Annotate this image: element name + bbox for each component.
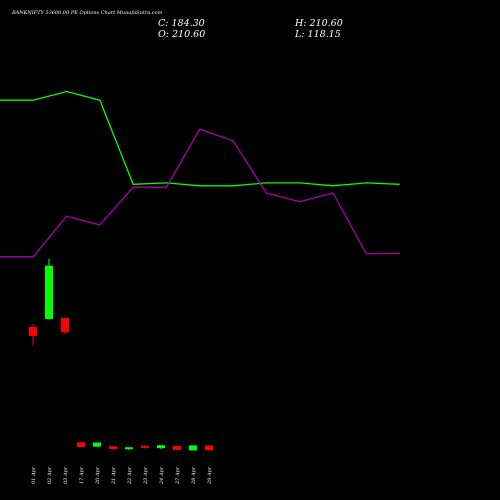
x-tick-label: 22 Apr bbox=[127, 466, 133, 485]
x-tick-label: 23 Apr bbox=[143, 466, 149, 485]
lower-candle-body bbox=[109, 446, 117, 449]
lower-candle-body bbox=[93, 442, 101, 447]
price-candle-body bbox=[29, 326, 37, 336]
high-label: H: 210.60 bbox=[295, 18, 343, 29]
lower-candle-body bbox=[189, 445, 197, 451]
x-tick-label: 28 Apr bbox=[191, 466, 197, 485]
lower-candle-body bbox=[205, 445, 213, 451]
x-tick-label: 20 Apr bbox=[95, 466, 101, 485]
x-tick-label: 21 Apr bbox=[111, 466, 117, 485]
x-tick-label: 01 Apr bbox=[31, 466, 37, 484]
x-tick-label: 29 Apr bbox=[207, 466, 213, 485]
low-label: L: 118.15 bbox=[295, 29, 341, 40]
price-candle-body bbox=[45, 265, 53, 319]
open-label: O: 210.60 bbox=[158, 29, 206, 40]
close-label: C: 184.30 bbox=[158, 18, 205, 29]
x-tick-label: 24 Apr bbox=[159, 466, 165, 485]
x-tick-label: 03 Apr bbox=[63, 466, 69, 484]
lower-candle-body bbox=[77, 442, 85, 448]
lower-candle-body bbox=[125, 447, 133, 450]
green-indicator-line bbox=[0, 90, 400, 187]
x-tick-label: 27 Apr bbox=[175, 466, 181, 485]
x-tick-label: 17 Apr bbox=[79, 466, 85, 484]
x-tick-label: 02 Apr bbox=[47, 466, 53, 484]
purple-indicator-line bbox=[0, 128, 400, 258]
lower-candle-body bbox=[141, 445, 149, 448]
lower-candle-body bbox=[173, 446, 181, 450]
chart-title: BANKNIFTY 53600.00 PE Options Chart Muna… bbox=[12, 10, 163, 16]
price-candle-body bbox=[61, 317, 69, 333]
lower-candle-body bbox=[157, 445, 165, 449]
